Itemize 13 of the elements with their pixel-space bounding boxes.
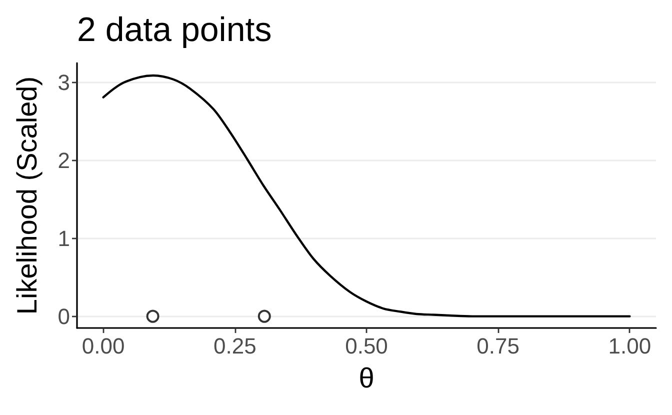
x-tick-label: 0.25 [213,334,256,358]
y-tick-label: 0 [58,304,70,329]
line-series [102,74,631,318]
x-tick-label: 1.00 [608,334,652,358]
x-tick-label: 0.50 [345,334,388,358]
x-axis-title: θ [358,362,374,394]
x-tick-label: 0.00 [82,334,125,358]
y-axis-title: Likelihood (Scaled) [12,76,42,315]
chart-title: 2 data points [77,11,272,49]
y-tick-label: 2 [58,148,70,173]
y-tick-label: 1 [58,226,70,251]
y-tick-label: 3 [58,70,70,95]
x-tick-label: 0.75 [476,334,520,358]
